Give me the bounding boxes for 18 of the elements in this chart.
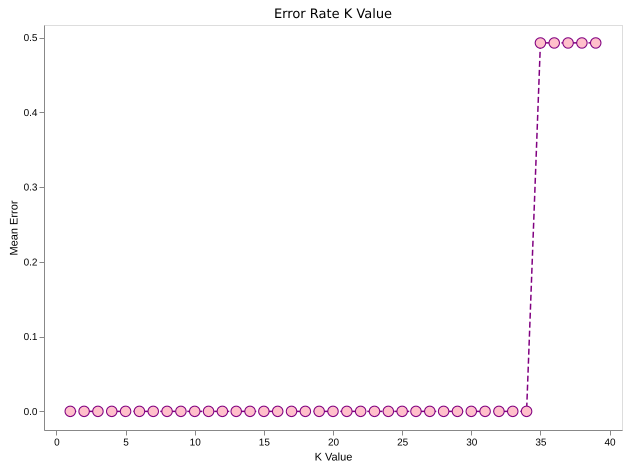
x-tick-label: 40 [604, 438, 616, 448]
y-tick-label: 0.1 [24, 332, 38, 344]
x-axis-title: K Value [314, 452, 352, 464]
y-axis-title: Mean Error [8, 200, 21, 256]
chart-title: Error Rate K Value [274, 7, 392, 22]
y-tick-label: 0.0 [24, 406, 38, 418]
y-tick-label: 0.4 [24, 108, 38, 119]
y-tick-label: 0.2 [24, 257, 38, 268]
y-tick-label: 0.5 [24, 33, 38, 44]
x-tick-label: 20 [328, 438, 340, 448]
y-tick-label: 0.3 [24, 182, 38, 194]
x-tick-label: 30 [466, 438, 478, 448]
x-tick-label: 10 [190, 438, 202, 448]
x-tick-label: 35 [535, 438, 547, 448]
x-tick-label: 25 [397, 438, 409, 448]
x-tick-label: 0 [54, 438, 60, 448]
x-tick-label: 15 [258, 438, 270, 448]
x-tick-label: 5 [123, 438, 130, 448]
